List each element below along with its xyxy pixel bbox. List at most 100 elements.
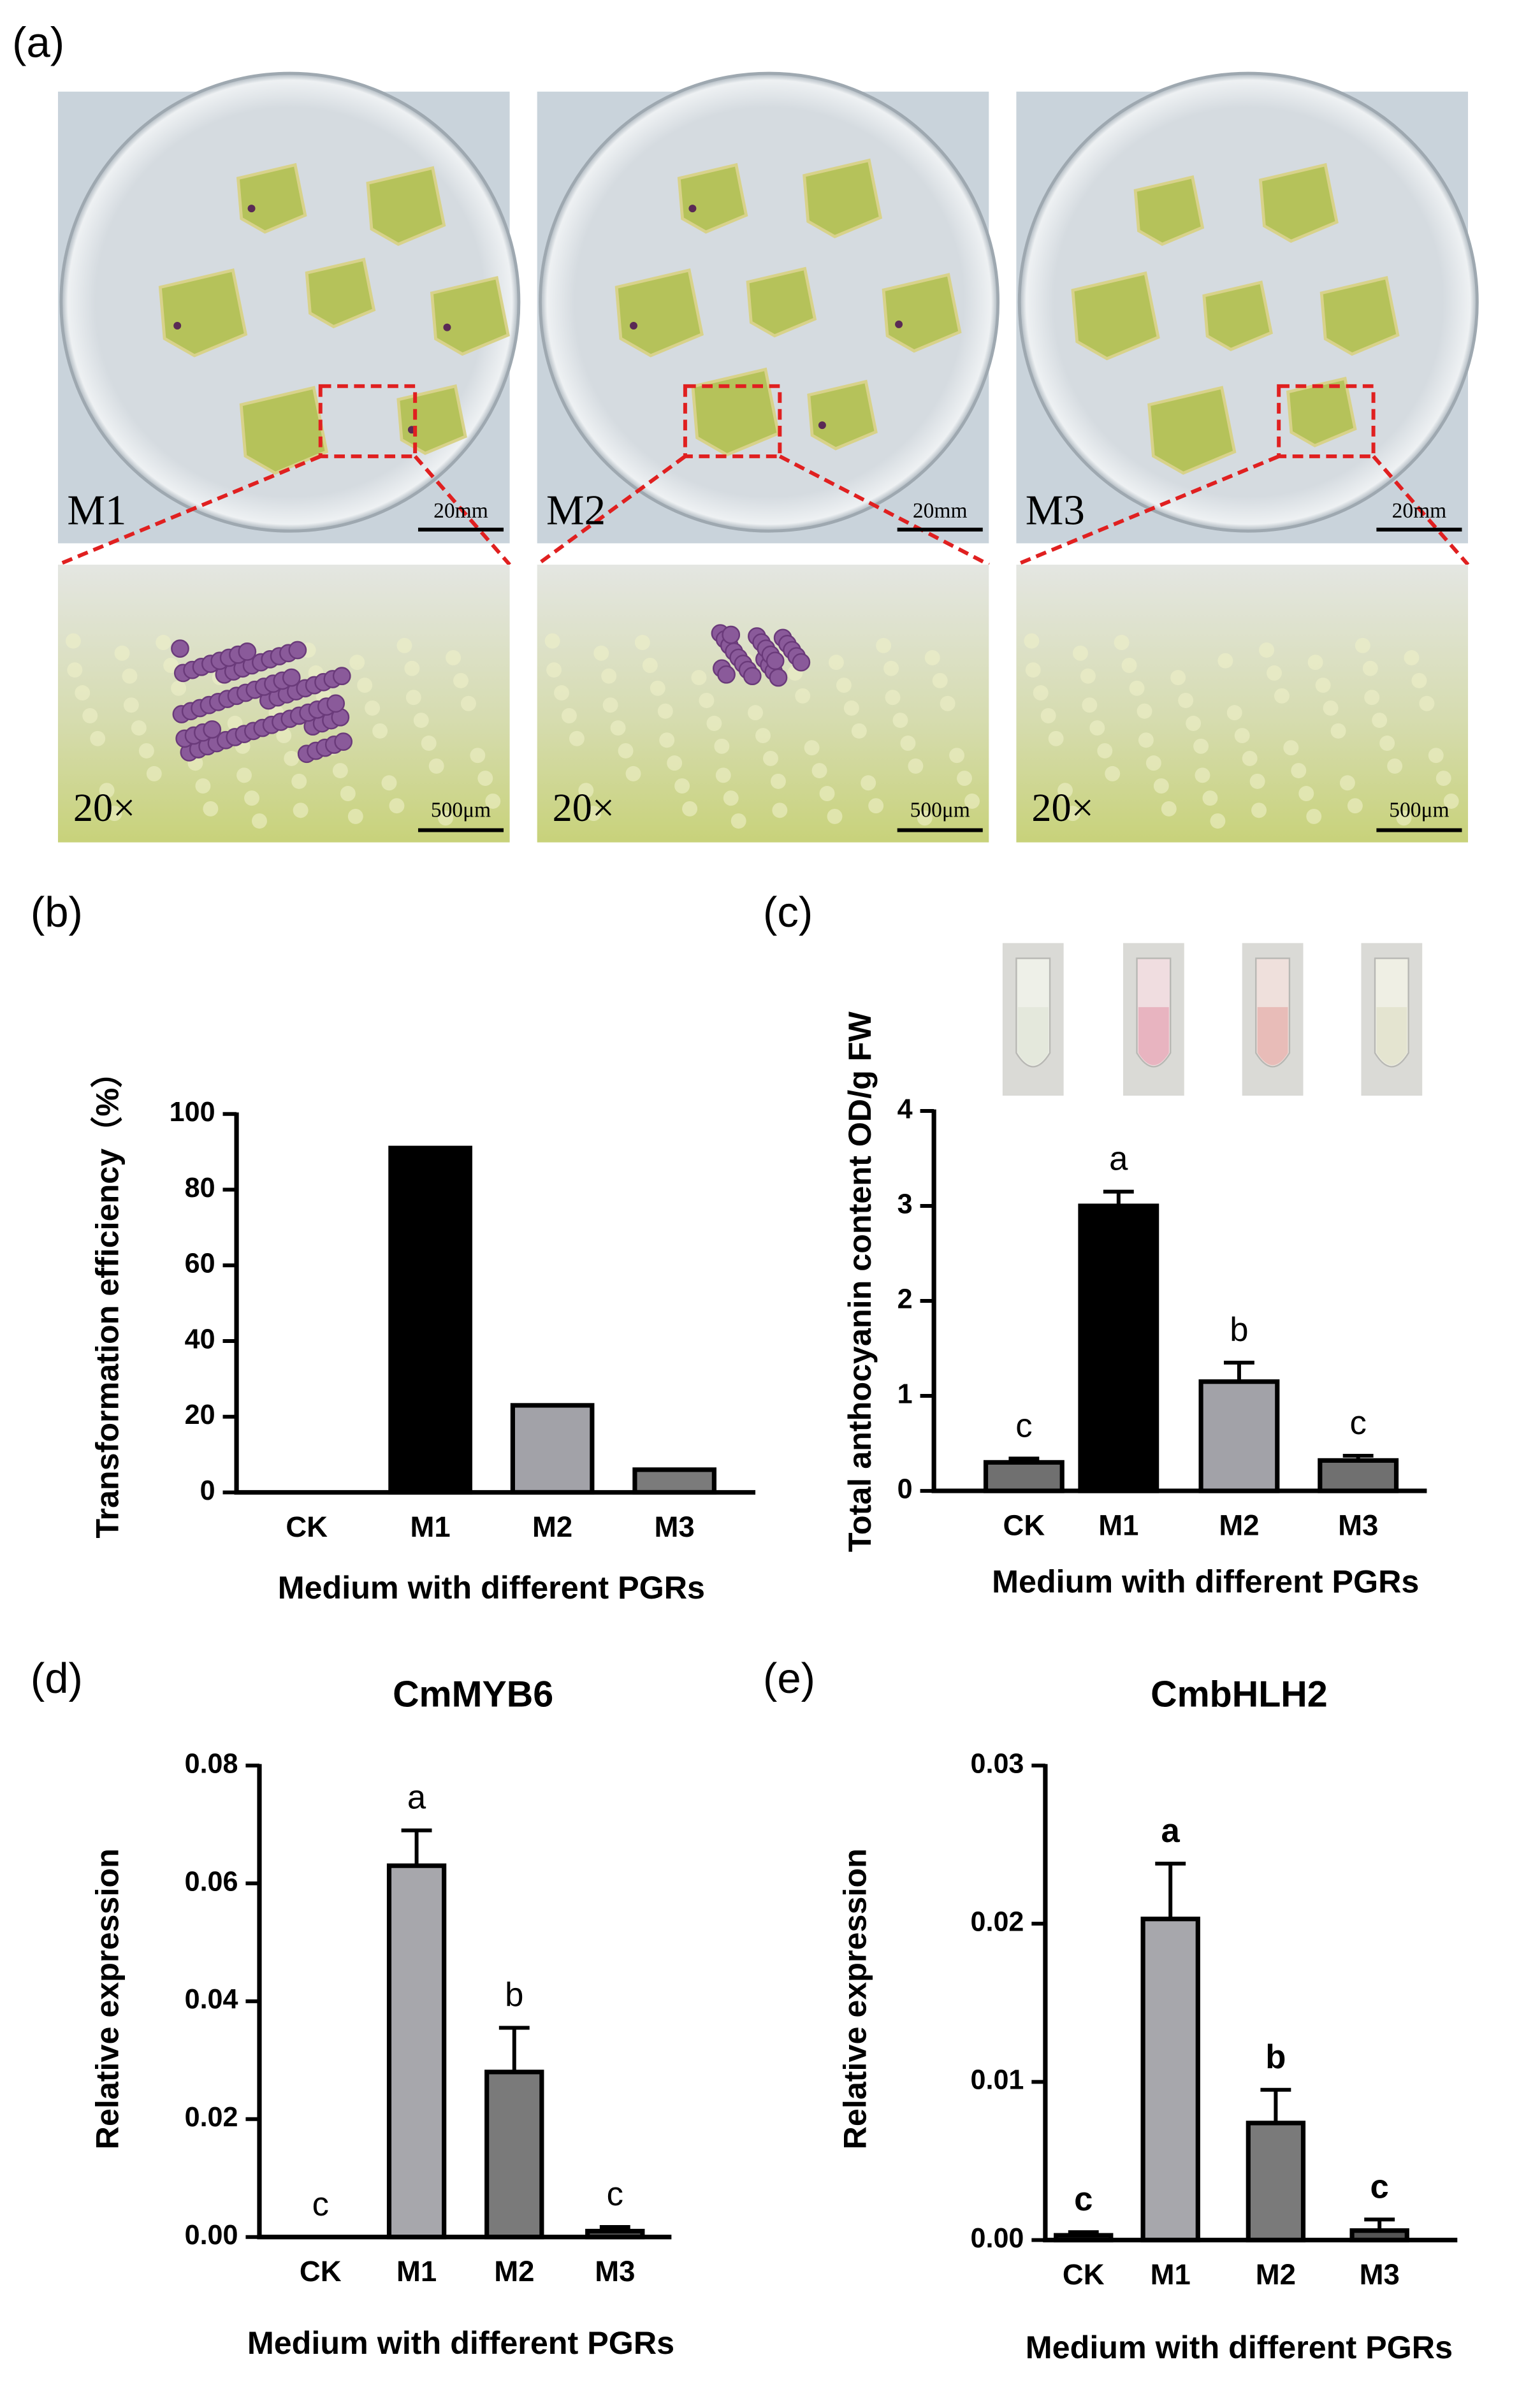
callus-cell — [67, 662, 83, 678]
explant — [305, 257, 376, 329]
callus-cell — [284, 750, 300, 766]
callus-cell — [714, 738, 730, 754]
callus-cell — [1137, 703, 1152, 719]
x-axis-label: Medium with different PGRs — [1026, 2329, 1453, 2365]
error-bar — [1364, 2217, 1395, 2231]
bar — [1318, 1458, 1399, 1493]
callus-cell — [114, 645, 130, 661]
callus-cell — [827, 808, 843, 824]
callus-cell — [1202, 790, 1218, 806]
bar — [1198, 1379, 1280, 1493]
callus-cell — [332, 763, 348, 779]
zoom-line — [57, 454, 321, 567]
callus-cell — [900, 736, 916, 751]
chart-title: CmMYB6 — [393, 1674, 553, 1715]
callus-cell — [804, 740, 820, 756]
callus-cell — [544, 633, 560, 649]
x-tick-label: M2 — [494, 2255, 534, 2288]
purple-cell — [743, 667, 762, 686]
callus-cell — [252, 813, 267, 829]
anthocyanin-spot — [630, 322, 637, 330]
zoom-text: 20× — [553, 787, 614, 830]
y-tick-label: 0.02 — [185, 2102, 238, 2133]
callus-cell — [1435, 771, 1451, 787]
x-tick-label: M3 — [655, 1511, 695, 1543]
y-tick-label: 0.04 — [185, 1984, 238, 2015]
x-tick-label: M2 — [1219, 1509, 1259, 1542]
callus-cell — [755, 728, 771, 744]
callus-cell — [1362, 660, 1378, 676]
callus-cell — [885, 690, 901, 706]
callus-cell — [1072, 645, 1088, 661]
callus-cell — [1306, 808, 1322, 824]
callus-cell — [1259, 642, 1274, 658]
callus-cell — [138, 743, 154, 758]
scale-text: 20mm — [433, 499, 488, 523]
callus-cell — [819, 786, 835, 801]
purple-cell — [282, 668, 301, 687]
callus-cell — [203, 801, 219, 816]
callus-cell — [477, 771, 493, 787]
callus-cell — [453, 672, 469, 688]
callus-cell — [389, 798, 405, 814]
callus-cell — [932, 672, 948, 688]
significance-letter: a — [1161, 1812, 1181, 1850]
explant — [807, 379, 878, 451]
significance-letter: c — [1349, 1404, 1366, 1442]
callus-cell — [1330, 723, 1346, 739]
callus-cell — [1138, 732, 1154, 748]
callus-cell — [601, 668, 617, 684]
tube-liquid — [1138, 1007, 1169, 1066]
callus-cell — [634, 635, 650, 650]
callus-cell — [1145, 755, 1161, 771]
explant — [236, 163, 307, 234]
callus-cell — [131, 720, 147, 736]
anthocyanin-spot — [818, 421, 826, 430]
anthocyanin-spot — [247, 205, 256, 213]
bar — [484, 2070, 544, 2240]
callus-cell — [276, 728, 292, 744]
explant — [158, 268, 248, 358]
purple-cell — [769, 668, 788, 687]
callus-cell — [1170, 670, 1186, 686]
callus-cell — [291, 773, 307, 789]
purple-cell — [238, 642, 257, 661]
callus-cell — [396, 637, 412, 653]
callus-cell — [1396, 810, 1412, 826]
explant — [430, 275, 510, 356]
error-bar — [1223, 1360, 1254, 1382]
callus-cell — [657, 703, 673, 719]
x-axis-label: Medium with different PGRs — [278, 1569, 705, 1606]
purple-cell — [792, 653, 811, 672]
callus-cell — [446, 649, 461, 665]
callus-cell — [1411, 672, 1427, 688]
zoom-line — [1015, 454, 1280, 567]
callus-cell — [1298, 786, 1314, 801]
callus-cell — [1355, 637, 1370, 653]
callus-cell — [924, 649, 940, 665]
x-tick-label: M1 — [1151, 2258, 1191, 2291]
callus-cell — [650, 680, 665, 696]
callus-cell — [1217, 653, 1233, 669]
y-tick-label: 0.02 — [971, 1907, 1024, 1938]
callus-cell — [1274, 688, 1290, 704]
callus-cell — [876, 637, 892, 653]
error-bar — [599, 2225, 630, 2231]
panel-label: (c) — [763, 888, 813, 936]
callus-cell — [964, 794, 980, 809]
tube-liquid — [1376, 1007, 1407, 1066]
callus-cell — [244, 790, 259, 806]
scale-text: 20mm — [913, 499, 968, 523]
callus-cell — [421, 736, 437, 751]
bar — [1078, 1203, 1159, 1493]
callus-cell — [82, 707, 98, 723]
callus-cell — [1249, 773, 1265, 789]
callus-cell — [349, 655, 365, 671]
callus-cell — [1153, 778, 1169, 794]
callus-cell — [1080, 668, 1096, 684]
plate-name: M3 — [1026, 486, 1085, 533]
bar — [983, 1460, 1065, 1493]
panel-label: (e) — [763, 1655, 815, 1702]
